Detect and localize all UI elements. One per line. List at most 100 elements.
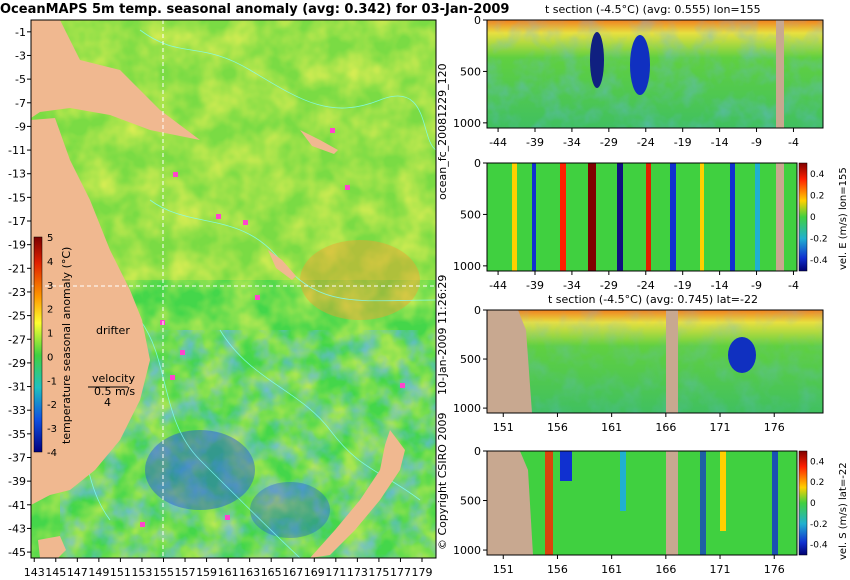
map-y-tick-label: -39 [8, 475, 26, 488]
section-x-tick-label: -9 [751, 136, 762, 149]
side-label-mid: 10-Jan-2009 11:26:29 [436, 275, 449, 395]
section-y-tick-label: 500 [460, 65, 481, 78]
axis-ticks: 143 145 147 149 151 153 155 157 159 161 163 165 167 1… [8, 14, 828, 579]
land-tasmania [38, 536, 66, 558]
drifter-marker [330, 128, 335, 133]
section-y-tick-label: 1000 [453, 117, 481, 130]
vel-colorbar-tick-label: -0.4 [810, 256, 828, 266]
map-x-tick-label: 151 [110, 566, 131, 579]
vel-colorbar-tick-label: -0.2 [810, 520, 828, 530]
section-1-title: t section (-4.5°C) (avg: 0.555) lon=155 [545, 3, 761, 16]
drifter-marker [400, 383, 405, 388]
map-x-tick-label: 143 [24, 566, 45, 579]
map-x-tick-label: 157 [175, 566, 196, 579]
map-y-tick-label: -3 [15, 49, 26, 62]
drifter-marker [140, 522, 145, 527]
map-y-tick-label: -5 [15, 73, 26, 86]
anomaly-map: temperature seasonal anomaly (°C) drifte… [30, 19, 437, 559]
colorbar-tick-label: 0 [47, 352, 53, 363]
section-x-tick-label: 156 [547, 421, 568, 434]
land-new-zealand [310, 430, 405, 558]
map-x-tick-label: 165 [261, 566, 282, 579]
colorbar-tick-label: -2 [47, 400, 57, 411]
drifter-marker [225, 515, 230, 520]
section-x-tick-label: -19 [674, 279, 692, 292]
map-y-tick-label: -11 [8, 144, 26, 157]
map-y-tick-label: -17 [8, 215, 26, 228]
map-x-tick-label: 179 [411, 566, 432, 579]
land-papua [31, 20, 200, 140]
section-x-tick-label: -39 [526, 279, 544, 292]
section-x-tick-label: -29 [600, 136, 618, 149]
map-y-tick-label: -33 [8, 404, 26, 417]
map-y-tick-label: -27 [8, 333, 26, 346]
map-x-tick-label: 159 [196, 566, 217, 579]
section-x-tick-label: -29 [600, 279, 618, 292]
section-y-tick-label: 500 [460, 495, 481, 508]
drifter-marker [173, 172, 178, 177]
section-x-tick-label: -44 [489, 136, 507, 149]
drifter-marker [170, 375, 175, 380]
map-x-tick-label: 149 [88, 566, 109, 579]
colorbar-tick-label: 2 [47, 305, 53, 316]
section-x-tick-label: -4 [788, 279, 799, 292]
section-x-tick-label: -9 [751, 279, 762, 292]
section-y-tick-label: 500 [460, 208, 481, 221]
section-y-tick-label: 0 [474, 14, 481, 27]
section-x-tick-label: -24 [637, 136, 655, 149]
section-x-tick-label: 151 [493, 421, 514, 434]
colorbar-tick-label: 3 [47, 281, 53, 292]
section-x-tick-label: -34 [563, 279, 581, 292]
map-x-tick-label: 171 [325, 566, 346, 579]
colorbar-tick-label: 1 [47, 329, 53, 340]
vel-colorbar-tick-label: 0.2 [810, 191, 824, 201]
colorbar-tick-label: -3 [47, 424, 57, 435]
vel-colorbar-tick-label: 0 [810, 213, 816, 223]
section-panel-1 [486, 19, 824, 129]
drifter-marker [216, 214, 221, 219]
map-y-tick-label: -7 [15, 97, 26, 110]
colorbar-tick-label: -4 [47, 448, 57, 459]
drifter-label: drifter [96, 324, 130, 337]
colorbar-label: temperature seasonal anomaly (°C) [60, 247, 73, 444]
section-y-tick-label: 0 [474, 157, 481, 170]
section-x-tick-label: -14 [711, 136, 729, 149]
map-x-tick-label: 163 [239, 566, 260, 579]
map-x-tick-label: 147 [67, 566, 88, 579]
land-australia [31, 118, 150, 505]
section-x-tick-label: 151 [493, 563, 514, 576]
section-x-tick-label: -44 [489, 279, 507, 292]
vel-colorbar-tick-label: 0.4 [810, 170, 825, 180]
colorbar-tick-label: -1 [47, 376, 57, 387]
map-x-tick-label: 161 [218, 566, 239, 579]
map-y-tick-label: -43 [8, 522, 26, 535]
section-x-tick-label: 176 [764, 563, 785, 576]
section-x-tick-label: 166 [655, 563, 676, 576]
drifter-marker [180, 350, 185, 355]
colorbar-tick-label: 5 [47, 233, 53, 244]
map-x-tick-label: 169 [304, 566, 325, 579]
section-y-tick-label: 1000 [453, 402, 481, 415]
map-y-tick-label: -23 [8, 286, 26, 299]
section-x-tick-label: -4 [788, 136, 799, 149]
landmasses [31, 20, 405, 558]
map-y-tick-label: -35 [8, 428, 26, 441]
vel-stripes [512, 163, 784, 271]
vel-colorbar-tick-label: 0.2 [810, 478, 824, 488]
section-x-tick-label: -34 [563, 136, 581, 149]
map-y-tick-label: -45 [8, 546, 26, 559]
map-y-tick-label: -37 [8, 451, 26, 464]
temp-colorbar: temperature seasonal anomaly (°C) [33, 236, 73, 453]
side-label-bottom: © Copyright CSIRO 2009 [436, 413, 449, 550]
map-x-tick-label: 175 [368, 566, 389, 579]
map-y-tick-label: -29 [8, 357, 26, 370]
section-x-tick-label: 171 [710, 421, 731, 434]
section-panel-2: vel. E (m/s) lon=155 [486, 162, 849, 272]
land-new-caledonia [268, 250, 296, 280]
map-y-tick-label: -41 [8, 499, 26, 512]
map-x-tick-label: 145 [45, 566, 66, 579]
velocity-label: velocity [92, 372, 135, 385]
section-3-title: t section (-4.5°C) (avg: 0.745) lat=-22 [548, 293, 758, 306]
map-y-tick-label: -21 [8, 262, 26, 275]
